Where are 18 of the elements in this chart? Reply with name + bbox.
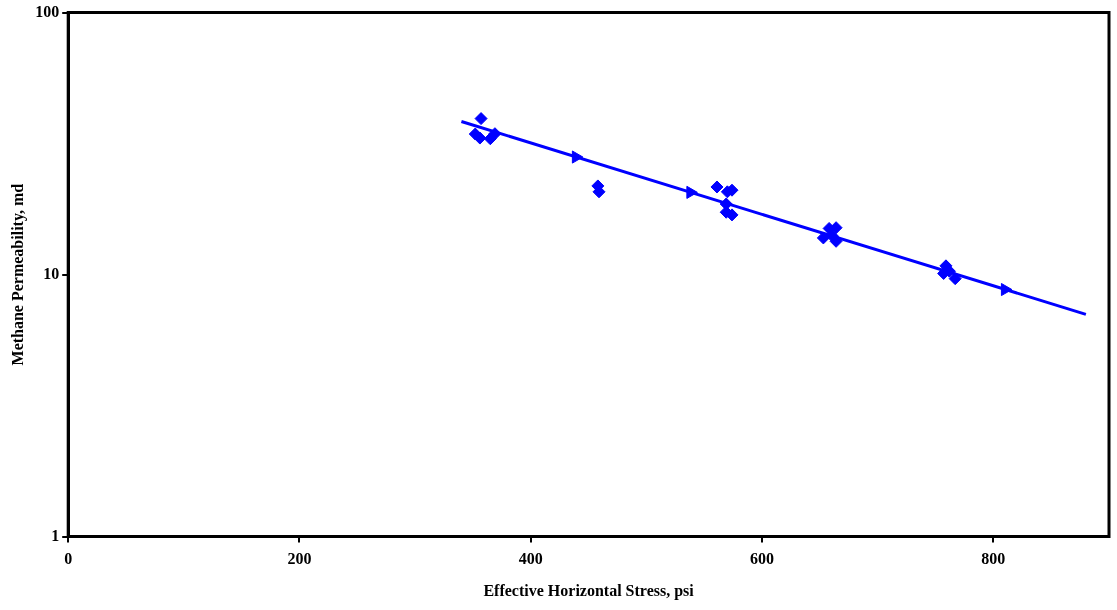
point — [710, 180, 724, 194]
x-tick-label: 0 — [64, 550, 73, 568]
point — [816, 231, 830, 245]
x-tick-label: 400 — [518, 550, 543, 568]
point — [488, 127, 502, 141]
point — [948, 272, 962, 286]
point — [826, 229, 840, 243]
point — [473, 131, 487, 145]
y-tick-label: 1 — [51, 526, 60, 544]
point — [474, 112, 488, 126]
x-tick-label: 600 — [750, 550, 775, 568]
y-axis-title: Methane Permeability, md — [8, 183, 27, 366]
point — [725, 208, 739, 222]
x-tick-label: 800 — [981, 550, 1006, 568]
x-tick-label: 200 — [287, 550, 312, 568]
x-axis-title: Effective Horizontal Stress, psi — [483, 581, 695, 600]
y-tick-label: 100 — [35, 2, 60, 20]
y-tick-label: 10 — [43, 264, 60, 282]
